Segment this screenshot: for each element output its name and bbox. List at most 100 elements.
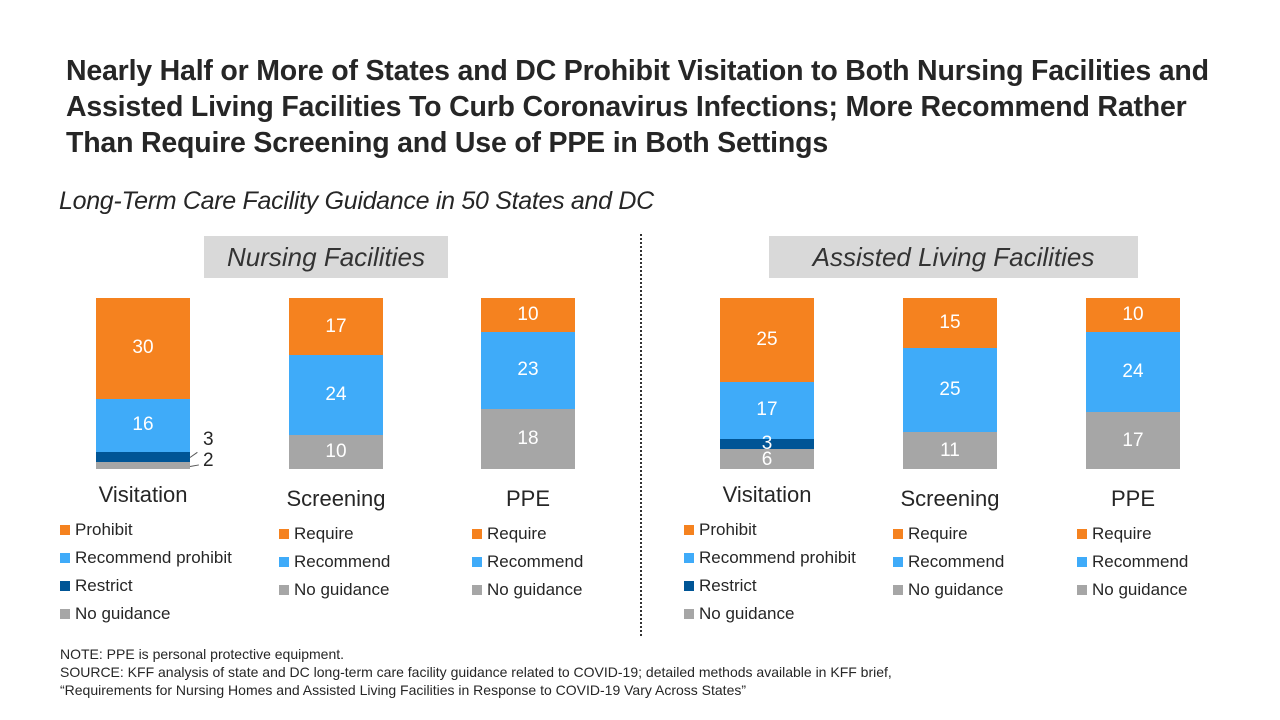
legend-nursing-facilities-ppe: Require Recommend No guidance — [472, 520, 583, 604]
bar-segment-recommend: 24 — [289, 355, 383, 436]
legend-label: Require — [1092, 524, 1152, 543]
legend-label: Recommend — [487, 552, 584, 571]
bar-segment-recommend: 25 — [903, 348, 997, 433]
bar-segment-no-guidance: 17 — [1086, 412, 1180, 469]
legend-item: Recommend — [279, 548, 390, 576]
legend-item: Prohibit — [684, 516, 856, 544]
legend-item: Restrict — [684, 572, 856, 600]
legend-item: Recommend prohibit — [684, 544, 856, 572]
bar-segment-prohibit: 30 — [96, 298, 190, 399]
legend-swatch-icon — [472, 585, 482, 595]
legend-item: Restrict — [60, 572, 232, 600]
legend-label: Restrict — [75, 576, 133, 595]
panel-divider — [640, 234, 642, 636]
legend-swatch-icon — [684, 525, 694, 535]
bar-segment-restrict — [96, 452, 190, 463]
category-label-ppe: PPE — [1110, 486, 1156, 511]
data-label: 11 — [940, 439, 960, 461]
bar-segment-recommend-prohibit: 17 — [720, 381, 814, 439]
legend-assisted-living-facilities-screening: Require Recommend No guidance — [893, 520, 1004, 604]
data-label: 25 — [756, 328, 778, 350]
legend-label: Recommend — [908, 552, 1005, 571]
legend-nursing-facilities-screening: Require Recommend No guidance — [279, 520, 390, 604]
legend-swatch-icon — [684, 553, 694, 563]
data-label: 17 — [1122, 429, 1144, 451]
data-label: 23 — [517, 359, 539, 381]
data-label: 17 — [756, 399, 778, 421]
legend-item: Require — [279, 520, 390, 548]
legend-label: No guidance — [699, 604, 795, 623]
legend-item: No guidance — [60, 600, 232, 628]
bar-segment-recommend-prohibit: 16 — [96, 398, 190, 453]
legend-label: Prohibit — [75, 520, 133, 539]
legend-item: No guidance — [893, 576, 1004, 604]
bar-segment-require: 10 — [481, 298, 575, 332]
data-label: 18 — [517, 427, 539, 449]
note-text: NOTE: PPE is personal protective equipme… — [60, 646, 345, 662]
legend-label: No guidance — [75, 604, 171, 623]
legend-swatch-icon — [279, 557, 289, 567]
data-label: 17 — [325, 315, 347, 337]
bar-segment-no-guidance: 6 — [720, 448, 814, 470]
data-label: 10 — [517, 303, 539, 325]
legend-swatch-icon — [472, 557, 482, 567]
legend-label: Require — [487, 524, 547, 543]
legend-item: No guidance — [279, 576, 390, 604]
legend-label: Recommend — [294, 552, 391, 571]
legend-swatch-icon — [893, 529, 903, 539]
bar-segment-require: 15 — [903, 298, 997, 349]
legend-swatch-icon — [1077, 529, 1087, 539]
legend-swatch-icon — [279, 585, 289, 595]
legend-label: Require — [294, 524, 354, 543]
data-label: 16 — [132, 414, 154, 436]
data-label: 30 — [132, 337, 154, 359]
panel-header-nursing: Nursing Facilities — [204, 236, 448, 278]
bar-segment-no-guidance: 10 — [289, 435, 383, 469]
data-label: 2 — [203, 450, 214, 471]
legend-label: Restrict — [699, 576, 757, 595]
bar-segment-require: 17 — [289, 298, 383, 355]
legend-swatch-icon — [893, 557, 903, 567]
legend-label: No guidance — [908, 580, 1004, 599]
data-label: 3 — [761, 432, 773, 454]
legend-swatch-icon — [684, 581, 694, 591]
chart-subtitle: Long-Term Care Facility Guidance in 50 S… — [59, 187, 654, 215]
bar-segment-recommend: 24 — [1086, 331, 1180, 412]
legend-label: No guidance — [1092, 580, 1188, 599]
leader-line — [189, 464, 199, 467]
source-text-1: SOURCE: KFF analysis of state and DC lon… — [60, 664, 892, 680]
category-label-ppe: PPE — [505, 486, 551, 511]
legend-swatch-icon — [472, 529, 482, 539]
bar-segment-require: 10 — [1086, 298, 1180, 332]
legend-label: No guidance — [294, 580, 390, 599]
category-label-screening: Screening — [286, 486, 386, 511]
legend-swatch-icon — [279, 529, 289, 539]
legend-item: Require — [1077, 520, 1188, 548]
data-label: 6 — [761, 448, 773, 470]
page-title: Nearly Half or More of States and DC Pro… — [66, 55, 1209, 159]
data-label: 3 — [203, 429, 214, 450]
bar-segment-prohibit: 25 — [720, 298, 814, 382]
bar-segment-no-guidance: 11 — [903, 432, 997, 469]
legend-swatch-icon — [1077, 585, 1087, 595]
legend-item: Require — [472, 520, 583, 548]
data-label: 24 — [325, 384, 347, 406]
legend-swatch-icon — [60, 525, 70, 535]
bar-segment-restrict: 3 — [720, 433, 814, 454]
source-text-2: “Requirements for Nursing Homes and Assi… — [60, 682, 747, 698]
data-label: 15 — [939, 312, 961, 334]
legend-item: No guidance — [684, 600, 856, 628]
legend-assisted-living-facilities-visitation: Prohibit Recommend prohibit Restrict No gui… — [684, 516, 856, 628]
legend-nursing-facilities-visitation: Prohibit Recommend prohibit Restrict No gui… — [60, 516, 232, 628]
legend-item: No guidance — [472, 576, 583, 604]
legend-label: Recommend prohibit — [699, 548, 856, 567]
legend-swatch-icon — [893, 585, 903, 595]
legend-swatch-icon — [684, 609, 694, 619]
legend-item: Recommend — [472, 548, 583, 576]
legend-item: No guidance — [1077, 576, 1188, 604]
legend-assisted-living-facilities-ppe: Require Recommend No guidance — [1077, 520, 1188, 604]
legend-label: Recommend — [1092, 552, 1189, 571]
legend-swatch-icon — [60, 553, 70, 563]
data-label: 24 — [1122, 360, 1144, 382]
category-label-visitation: Visitation — [722, 482, 812, 507]
